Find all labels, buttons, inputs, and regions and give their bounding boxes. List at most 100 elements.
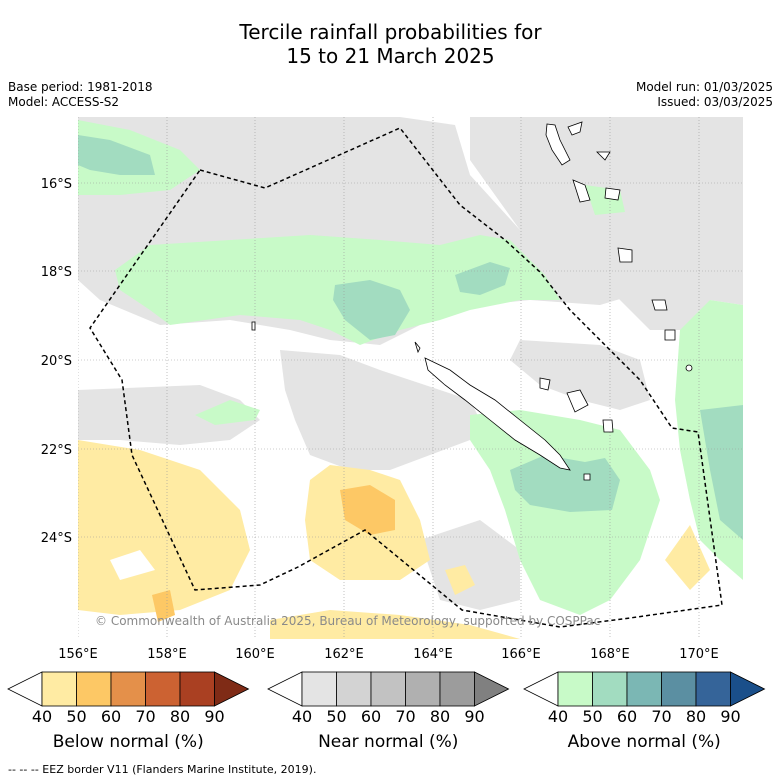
colorbar-title: Above normal (%)	[568, 732, 721, 752]
colorbar-tick-label: 60	[101, 707, 121, 726]
vanuatu-island	[685, 364, 693, 372]
map-title: Tercile rainfall probabilities for 15 to…	[0, 20, 781, 68]
above-normal-60-region	[78, 135, 155, 175]
colorbar-title: Below normal (%)	[53, 732, 204, 752]
lon-label: 170°E	[679, 647, 719, 662]
colorbar-tick-label: 90	[464, 707, 484, 726]
colorbar-swatch	[439, 671, 475, 707]
isle-of-pines	[583, 473, 591, 481]
new-caledonia-island	[424, 357, 571, 471]
title-line-2: 15 to 21 March 2025	[286, 44, 495, 68]
map-area	[78, 117, 743, 639]
colorbar-near-normal: 40 50 60 70 80 90 Near normal (%)	[267, 671, 510, 752]
vanuatu-island	[567, 121, 583, 136]
vanuatu-island	[604, 187, 621, 201]
colorbar-tick-label: 60	[361, 707, 381, 726]
colorbar-tick-label: 80	[170, 707, 190, 726]
colorbar-tick-label: 50	[326, 707, 346, 726]
copyright-text: © Commonwealth of Australia 2025, Bureau…	[95, 614, 601, 628]
model-run: Model run: 01/03/2025	[635, 80, 773, 94]
colorbar-extend-low	[267, 671, 303, 707]
vanuatu-island	[596, 151, 611, 161]
lon-label: 168°E	[590, 647, 630, 662]
lon-label: 158°E	[147, 647, 187, 662]
vanuatu-island	[572, 179, 591, 203]
above-normal-60-region	[455, 262, 510, 295]
colorbar-tick-label: 80	[686, 707, 706, 726]
near-normal-region	[510, 340, 650, 410]
colorbar-tick-label: 90	[720, 707, 740, 726]
above-normal-60-region	[700, 405, 743, 540]
map-background	[110, 550, 155, 580]
below-normal-60-region	[152, 590, 175, 622]
above-normal-60-region	[333, 280, 410, 340]
base-period: Base period: 1981-2018	[8, 80, 153, 94]
colorbar-tick-label: 60	[617, 707, 637, 726]
vanuatu-island	[651, 299, 668, 311]
reef-islet	[414, 341, 421, 354]
colorbar-swatch	[626, 671, 662, 707]
colorbar-tick-label: 70	[135, 707, 155, 726]
vanuatu-island	[664, 329, 676, 341]
lat-label: 20°S	[41, 354, 72, 369]
near-normal-region	[280, 350, 480, 470]
eez-note: -- -- -- EEZ border V11 (Flanders Marine…	[8, 763, 317, 776]
chesterfield-islet	[251, 321, 256, 331]
colorbar-swatch	[695, 671, 731, 707]
colorbar-swatch	[41, 671, 77, 707]
above-normal-region	[470, 410, 660, 615]
lat-label: 22°S	[41, 443, 72, 458]
above-normal-60-region	[510, 455, 620, 512]
colorbar-tick-label: 40	[32, 707, 52, 726]
eez-border	[89, 127, 723, 628]
colorbar-title: Near normal (%)	[318, 732, 458, 752]
meta-left: Base period: 1981-2018 Model: ACCESS-S2	[8, 80, 153, 110]
colorbar-swatch	[76, 671, 112, 707]
colorbar-tick-label: 70	[651, 707, 671, 726]
colorbar-extend-high	[214, 671, 250, 707]
colorbar-extend-high	[474, 671, 510, 707]
colorbar-tick-label: 70	[395, 707, 415, 726]
gridlines	[78, 117, 743, 639]
vanuatu-island	[545, 123, 571, 166]
below-normal-region	[270, 610, 520, 639]
loyalty-island	[566, 389, 589, 413]
colorbar-tick-label: 90	[204, 707, 224, 726]
loyalty-island	[539, 377, 551, 391]
below-normal-60-region	[340, 485, 395, 535]
above-normal-region	[195, 400, 260, 425]
lon-label: 166°E	[501, 647, 541, 662]
colorbar-tick-label: 80	[430, 707, 450, 726]
lat-label: 18°S	[41, 265, 72, 280]
colorbar-extend-low	[7, 671, 43, 707]
lat-label: 24°S	[41, 531, 72, 546]
meta-right: Model run: 01/03/2025 Issued: 03/03/2025	[636, 80, 773, 110]
colorbar-extend-low	[523, 671, 559, 707]
colorbar-swatch	[179, 671, 215, 707]
colorbar-swatch	[370, 671, 406, 707]
vanuatu-island	[617, 247, 633, 263]
colorbar-swatch	[336, 671, 372, 707]
issued-date: Issued: 03/03/2025	[657, 95, 773, 109]
colorbar-swatch	[661, 671, 697, 707]
lon-label: 156°E	[58, 647, 98, 662]
colorbar-swatch	[145, 671, 181, 707]
colorbar-swatch	[405, 671, 441, 707]
loyalty-island	[602, 419, 614, 433]
colorbar-swatch	[592, 671, 628, 707]
colorbar-above-normal: 40 50 60 70 80 90 Above normal (%)	[523, 671, 766, 752]
lon-label: 164°E	[413, 647, 453, 662]
colorbar-swatch	[557, 671, 593, 707]
near-normal-region	[420, 520, 520, 610]
colorbar-tick-label: 50	[582, 707, 602, 726]
lon-label: 160°E	[235, 647, 275, 662]
colorbar-tick-label: 50	[66, 707, 86, 726]
near-normal-region	[78, 385, 260, 445]
near-normal-region	[470, 117, 743, 330]
colorbar-tick-label: 40	[292, 707, 312, 726]
lat-label: 16°S	[41, 177, 72, 192]
colorbar-swatch	[301, 671, 337, 707]
colorbar-extend-high	[730, 671, 766, 707]
